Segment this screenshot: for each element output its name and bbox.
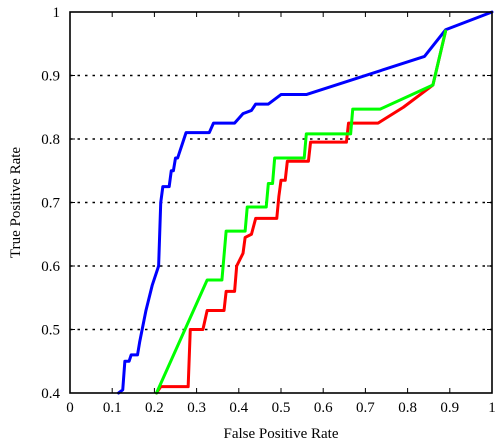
series-line-2 [155, 29, 448, 395]
series-line-0 [117, 10, 494, 395]
x-tick-label-1: 0.1 [103, 400, 122, 416]
x-tick-label-7: 0.7 [356, 400, 375, 416]
series-line-1 [155, 29, 448, 395]
x-tick-label-8: 0.8 [398, 400, 417, 416]
tick-layer: 0 0.1 0.2 0.3 0.4 0.5 0.6 0.7 0.8 0.9 1 0.4 0.5 0.6 0.… [41, 5, 495, 416]
grid-layer [70, 74, 492, 331]
x-tick-label-5: 0.5 [272, 400, 291, 416]
x-tick-label-6: 0.6 [314, 400, 333, 416]
y-tick-label-0: 0.4 [41, 386, 60, 402]
y-tick-label-3: 0.7 [41, 196, 60, 212]
y-tick-label-5: 0.9 [41, 69, 60, 85]
x-tick-label-4: 0.4 [229, 400, 248, 416]
x-axis-label: False Positive Rate [224, 426, 339, 442]
series-layer [117, 10, 494, 395]
y-axis-label: True Positive Rate [8, 147, 24, 258]
x-tick-label-2: 0.2 [145, 400, 164, 416]
y-tick-label-2: 0.6 [41, 259, 60, 275]
y-tick-label-4: 0.8 [41, 132, 60, 148]
y-tick-label-1: 0.5 [41, 323, 60, 339]
y-tick-label-6: 1 [53, 5, 61, 21]
x-tick-label-3: 0.3 [187, 400, 206, 416]
x-tick-label-9: 0.9 [440, 400, 459, 416]
x-tick-label-0: 0 [66, 400, 74, 416]
x-tick-label-10: 1 [488, 400, 495, 416]
